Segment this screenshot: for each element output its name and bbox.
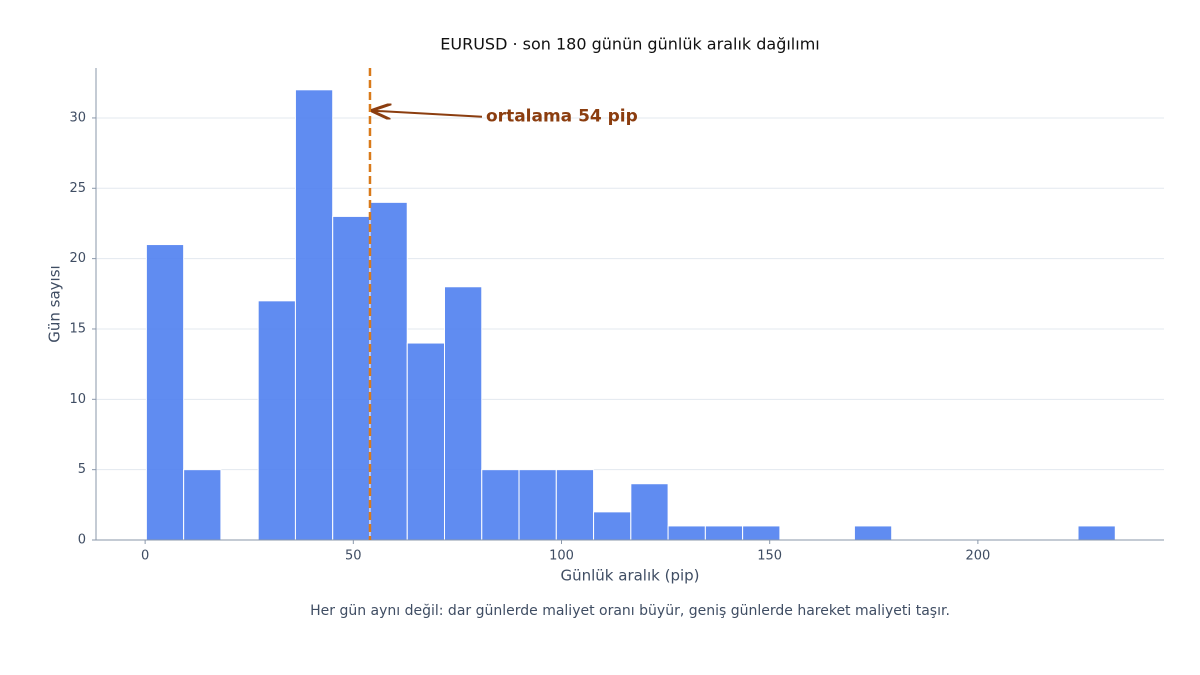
- x-tick-label: 200: [965, 549, 990, 564]
- y-tick-label: 30: [69, 110, 86, 125]
- y-tick-label: 15: [69, 321, 86, 336]
- bar: [518, 469, 557, 541]
- bar: [593, 511, 632, 541]
- bar: [704, 525, 744, 541]
- bar: [406, 342, 446, 541]
- annotation-arrow: [373, 111, 483, 117]
- y-tick-label: 10: [69, 392, 86, 407]
- bar: [332, 215, 371, 541]
- x-tick-label: 150: [757, 549, 782, 564]
- caption: Her gün aynı değil: dar günlerde maliyet…: [310, 603, 950, 619]
- x-tick-label: 100: [549, 549, 574, 564]
- bar: [444, 286, 483, 541]
- x-tick-label: 50: [345, 549, 362, 564]
- y-tick-label: 25: [69, 181, 86, 196]
- x-tick-label: 0: [141, 549, 149, 564]
- bar: [555, 469, 595, 541]
- y-tick-label: 0: [78, 533, 86, 548]
- bar: [1077, 525, 1116, 541]
- bar: [667, 525, 706, 541]
- x-axis-label: Günlük aralık (pip): [560, 567, 699, 585]
- chart-title: EURUSD · son 180 günün günlük aralık dağ…: [440, 35, 819, 54]
- bar: [145, 244, 185, 541]
- bar: [481, 469, 520, 541]
- y-tick-label: 20: [69, 251, 86, 266]
- bar: [183, 469, 222, 541]
- bar: [257, 300, 296, 541]
- bar: [369, 201, 408, 541]
- bar: [853, 525, 893, 541]
- y-axis-label: Gün sayısı: [46, 265, 64, 342]
- bar: [294, 89, 334, 541]
- bar: [742, 525, 781, 541]
- y-tick-label: 5: [78, 462, 86, 477]
- bar: [630, 483, 669, 541]
- annotation: ortalama 54 pip: [486, 107, 638, 127]
